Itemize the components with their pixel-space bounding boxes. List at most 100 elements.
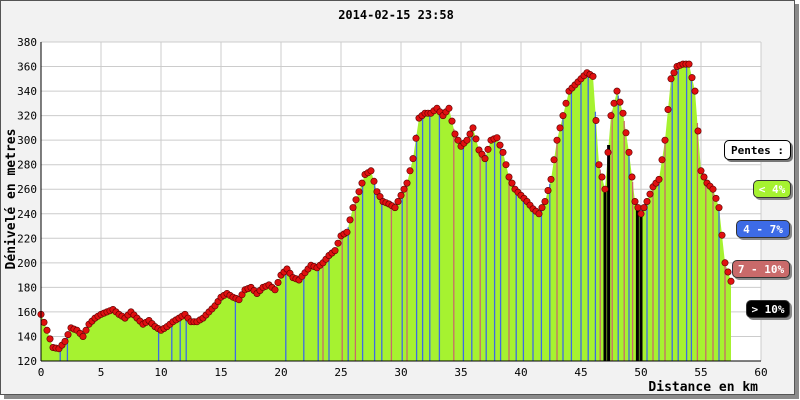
legend-item-4-7: 4 - 7% <box>736 220 790 238</box>
data-point <box>607 112 615 120</box>
data-point <box>655 175 663 183</box>
data-point <box>547 175 555 183</box>
data-point <box>697 167 705 175</box>
data-point <box>469 124 477 132</box>
data-point <box>352 196 360 204</box>
data-point <box>412 134 420 142</box>
data-point <box>331 247 339 255</box>
x-tick-label: 5 <box>98 366 105 379</box>
data-point <box>712 194 720 202</box>
data-point <box>43 326 51 334</box>
y-tick-label: 260 <box>17 183 37 196</box>
x-tick-label: 25 <box>334 366 347 379</box>
data-point <box>727 277 735 285</box>
y-tick-label: 200 <box>17 257 37 270</box>
data-point <box>688 74 696 82</box>
data-point <box>721 259 729 267</box>
x-tick-label: 20 <box>274 366 287 379</box>
data-point <box>391 204 399 212</box>
data-point <box>484 145 492 153</box>
y-tick-label: 160 <box>17 306 37 319</box>
data-point <box>394 198 402 206</box>
data-point <box>397 191 405 199</box>
data-point <box>481 155 489 163</box>
x-tick-label: 45 <box>574 366 587 379</box>
data-point <box>61 337 69 345</box>
x-tick-labels: 0 5 10 15 20 25 30 35 40 45 50 55 60 <box>38 366 768 379</box>
data-point <box>553 136 561 144</box>
data-point <box>562 99 570 107</box>
data-point <box>367 167 375 175</box>
data-point <box>613 87 621 95</box>
y-tick-label: 120 <box>17 355 37 368</box>
data-point <box>343 228 351 236</box>
y-axis-label: Dénivelé en metres <box>4 129 19 270</box>
y-tick-labels: 120 140 160 180 200 220 240 260 280 300 320 340 360 3… <box>17 36 37 368</box>
data-point <box>664 106 672 114</box>
data-point <box>463 136 471 144</box>
data-point <box>349 204 357 212</box>
slope-bars <box>59 64 726 361</box>
x-tick-label: 35 <box>454 366 467 379</box>
data-point <box>505 173 513 181</box>
data-point <box>496 141 504 149</box>
data-point <box>79 332 87 340</box>
data-point <box>700 173 708 181</box>
y-tick-label: 180 <box>17 281 37 294</box>
y-tick-label: 300 <box>17 134 37 147</box>
data-point <box>466 130 474 138</box>
data-point <box>589 72 597 80</box>
x-tick-label: 15 <box>214 366 227 379</box>
legend-title: Pentes : <box>724 140 791 160</box>
data-point <box>451 130 459 138</box>
y-tick-label: 380 <box>17 36 37 49</box>
x-tick-label: 0 <box>38 366 45 379</box>
data-point <box>274 278 282 286</box>
data-point <box>709 185 717 193</box>
data-point <box>454 136 462 144</box>
data-point <box>508 179 516 187</box>
data-point <box>46 335 54 343</box>
data-point <box>628 173 636 181</box>
legend-item-over-10: > 10% <box>746 300 790 318</box>
data-point <box>625 148 633 156</box>
data-point <box>544 187 552 195</box>
data-point <box>541 198 549 206</box>
data-point <box>667 75 675 83</box>
data-point <box>409 155 417 163</box>
data-point <box>493 134 501 142</box>
data-point <box>445 104 453 112</box>
y-tick-label: 220 <box>17 232 37 245</box>
data-point <box>499 148 507 156</box>
data-point <box>550 156 558 164</box>
data-point <box>535 210 543 218</box>
data-point <box>634 204 642 212</box>
data-point <box>358 179 366 187</box>
data-point <box>40 318 48 326</box>
data-point <box>646 190 654 198</box>
elevation-chart: 0 5 10 15 20 25 30 35 40 45 50 55 60 120 140 160 180 200… <box>4 8 768 394</box>
x-axis-label: Distance en km <box>648 380 758 394</box>
data-point <box>670 69 678 77</box>
legend-item-under-4: < 4% <box>753 180 791 198</box>
data-point <box>400 185 408 193</box>
data-point <box>334 239 342 247</box>
data-points <box>37 60 735 353</box>
data-point <box>595 161 603 169</box>
data-point <box>355 188 363 196</box>
data-point <box>406 167 414 175</box>
data-point <box>637 210 645 218</box>
data-point <box>64 331 72 339</box>
x-tick-label: 40 <box>514 366 527 379</box>
data-point <box>715 204 723 212</box>
data-point <box>640 204 648 212</box>
data-point <box>604 148 612 156</box>
y-tick-label: 340 <box>17 85 37 98</box>
x-tick-label: 10 <box>154 366 167 379</box>
data-point <box>718 231 726 239</box>
data-point <box>271 286 279 294</box>
x-tick-label: 30 <box>394 366 407 379</box>
data-point <box>631 198 639 206</box>
data-point <box>724 268 732 276</box>
